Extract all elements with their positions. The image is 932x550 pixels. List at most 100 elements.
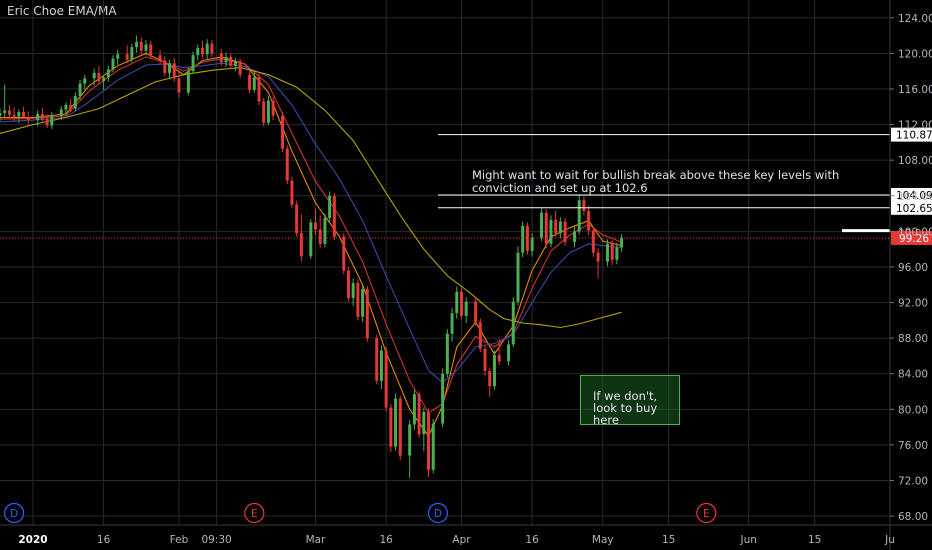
candle-body — [450, 313, 454, 334]
candle-body — [177, 78, 181, 93]
candle-body — [262, 101, 266, 123]
candle — [516, 246, 520, 306]
candle — [577, 194, 581, 235]
candle — [78, 80, 82, 100]
price-tick-label: 88.00 — [898, 333, 928, 345]
candle-body — [422, 411, 426, 435]
price-tick-label: 80.00 — [898, 404, 928, 416]
candle — [459, 288, 463, 320]
candle-body — [0, 113, 2, 116]
time-tick-label: 09:30 — [201, 534, 231, 546]
candle-body — [591, 230, 595, 253]
candle — [441, 368, 445, 428]
time-axis[interactable]: 2020 16 Feb 09:30 Mar 16 Apr 16 May 15 Jun 15 Ju — [0, 524, 932, 546]
candle-body — [200, 48, 204, 55]
candle — [389, 403, 393, 453]
candle — [205, 39, 209, 59]
candle — [314, 209, 318, 235]
candle — [290, 177, 294, 209]
candle-body — [554, 219, 558, 234]
candle — [309, 218, 313, 259]
candle — [125, 45, 129, 64]
candle-body — [271, 100, 275, 116]
event-marker: E — [696, 502, 717, 524]
candle-body — [412, 394, 416, 425]
candle — [59, 105, 63, 121]
event-marker-circle — [244, 502, 265, 524]
candle — [210, 40, 214, 57]
candle-body — [168, 63, 172, 73]
candle — [379, 345, 383, 389]
candle-body — [455, 291, 459, 314]
candle — [554, 210, 558, 237]
ma_long-line — [0, 67, 622, 329]
candle — [50, 112, 54, 130]
candle-body — [45, 119, 49, 126]
candle-body — [615, 247, 619, 260]
candle-body — [238, 61, 242, 75]
candle — [427, 408, 431, 477]
candle-body — [163, 60, 167, 73]
time-tick-label: Feb — [170, 534, 189, 546]
candle — [620, 234, 624, 252]
time-tick-label: Jun — [740, 534, 757, 546]
candle-body — [111, 58, 115, 70]
candle-body — [408, 424, 412, 456]
candle-body — [295, 204, 299, 234]
candle-body — [12, 114, 16, 117]
candle — [92, 68, 96, 86]
candle-body — [248, 74, 252, 90]
candle-body — [158, 55, 162, 61]
price-tick-label: 108.00 — [898, 155, 932, 167]
candle — [394, 393, 398, 451]
annotation-buy-zone[interactable]: If we don't, look to buy here — [580, 375, 680, 426]
candle-body — [210, 43, 214, 54]
candle-body — [544, 212, 548, 244]
candle-body — [7, 110, 11, 115]
price-tick-label: 124.00 — [898, 13, 932, 25]
candle — [285, 145, 289, 185]
ema_mid-line — [0, 56, 622, 414]
key-level-tag — [891, 200, 932, 215]
candle — [196, 44, 200, 61]
price-axis[interactable]: 68.00 72.00 76.00 80.00 84.00 88.00 92.00 96.00… — [889, 0, 932, 550]
candle-body — [492, 355, 496, 387]
candle — [12, 107, 16, 122]
candle — [172, 57, 176, 82]
candle — [318, 215, 322, 249]
candle — [361, 284, 365, 323]
time-tick-label: 16 — [525, 534, 539, 546]
candle-body — [78, 83, 82, 97]
candle-body — [328, 195, 332, 219]
candle-body — [116, 54, 120, 59]
candle — [97, 65, 101, 85]
candle-body — [17, 112, 21, 117]
candle-body — [497, 355, 501, 362]
candle — [610, 240, 614, 266]
candle-body — [224, 56, 228, 63]
candle-body — [577, 200, 581, 232]
candle-body — [92, 72, 96, 79]
candle — [572, 226, 576, 248]
candle-body — [36, 113, 40, 121]
candle — [219, 48, 223, 66]
candle-body — [464, 301, 468, 316]
candle — [408, 420, 412, 478]
candle-body — [478, 322, 482, 349]
key-level-tag — [891, 127, 932, 142]
candle-body — [356, 282, 360, 317]
candle — [186, 67, 190, 96]
candle — [375, 334, 379, 385]
candle-body — [205, 43, 209, 55]
candle — [83, 74, 87, 90]
candle — [323, 213, 327, 248]
candle — [0, 108, 2, 122]
event-marker: D — [427, 502, 449, 524]
key-level-label: 104.09 — [896, 190, 932, 202]
candle — [431, 419, 435, 474]
annotation-key-levels[interactable]: Might want to wait for bullish break abo… — [472, 168, 840, 195]
candle — [40, 107, 44, 122]
candle-body — [135, 41, 139, 48]
